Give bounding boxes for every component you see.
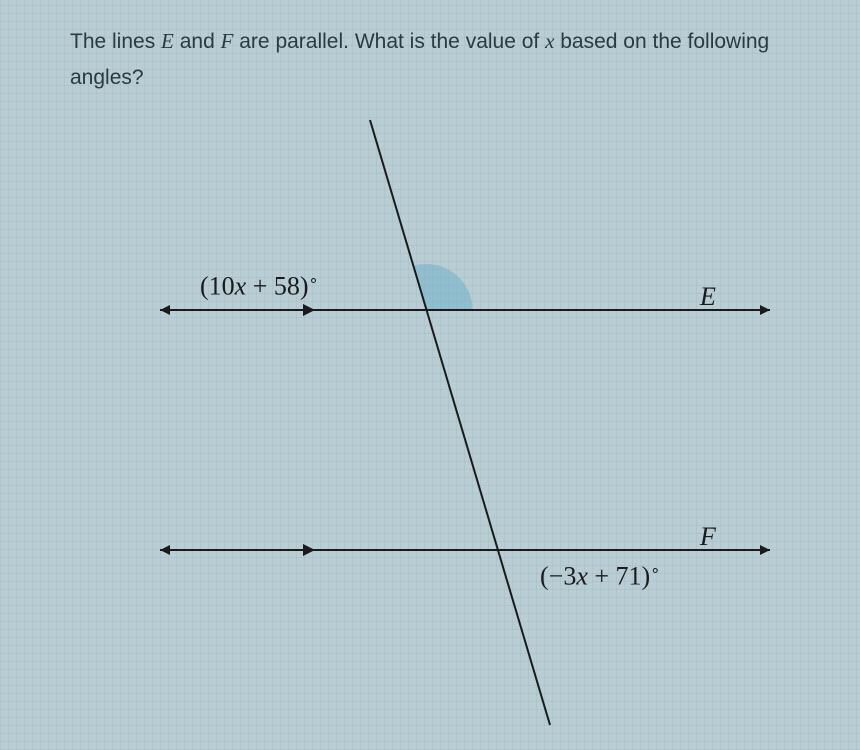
- line-f-label: F: [700, 522, 716, 552]
- question-text: The lines E and F are parallel. What is …: [70, 24, 820, 95]
- angle-label-1: (10x + 58)∘: [200, 270, 319, 302]
- geometry-diagram: (10x + 58)∘ (−3x + 71)∘ E F: [90, 110, 810, 730]
- q-prefix: The lines: [70, 30, 161, 53]
- angle-label-2: (−3x + 71)∘: [540, 560, 660, 592]
- line-e-label: E: [700, 282, 716, 312]
- q-var2: F: [221, 29, 234, 53]
- q-mid2: are parallel. What is the value of: [233, 30, 545, 53]
- diagram-svg: [90, 110, 810, 730]
- q-mid1: and: [174, 30, 221, 53]
- q-var1: E: [161, 29, 174, 53]
